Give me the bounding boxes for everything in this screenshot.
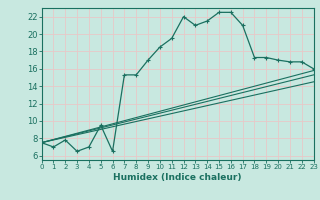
- X-axis label: Humidex (Indice chaleur): Humidex (Indice chaleur): [113, 173, 242, 182]
